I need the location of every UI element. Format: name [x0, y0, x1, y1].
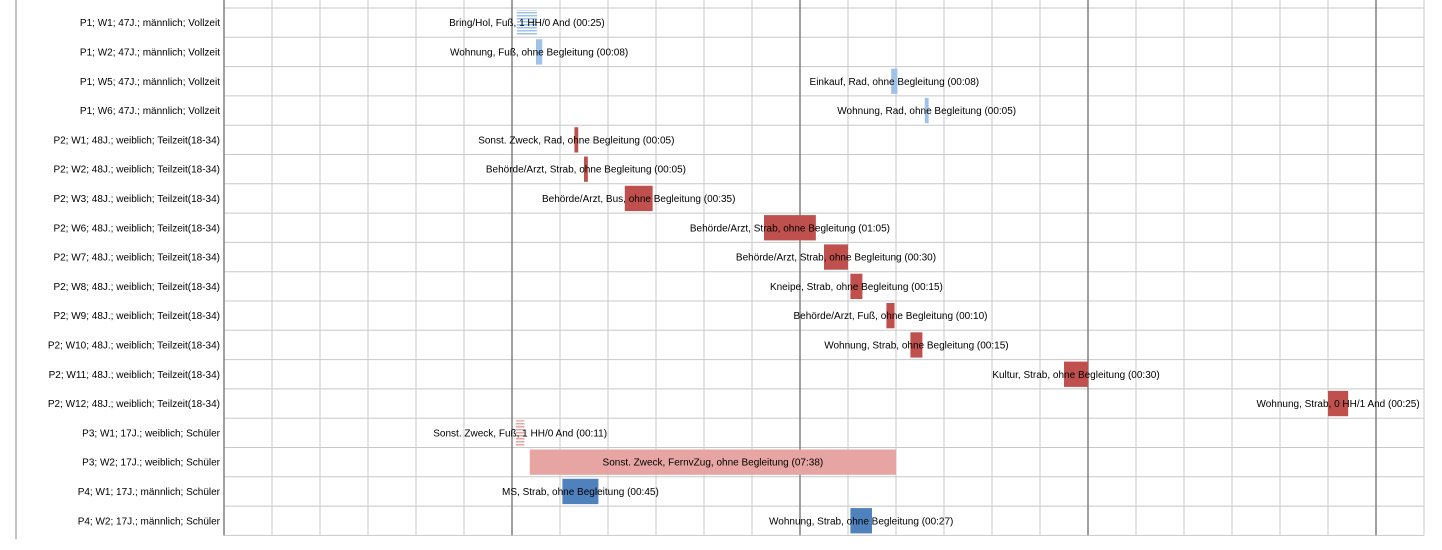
row-category-label: P2; W1; 48J.; weiblich; Teilzeit(18-34) — [53, 135, 220, 146]
trip-bar — [1328, 390, 1349, 417]
trip-bar — [891, 68, 898, 94]
trip-data-label: Wohnung, Fuß, ohne Begleitung (00:08) — [450, 47, 628, 58]
trip-data-label: Behörde/Arzt, Strab, ohne Begleitung (00… — [736, 253, 936, 264]
trip-data-label: Bring/Hol, Fuß, 1 HH/0 And (00:25) — [449, 18, 605, 29]
trip-data-label: Kneipe, Strab, ohne Begleitung (00:15) — [770, 282, 943, 293]
grid-lines — [15, 0, 1425, 540]
trip-bar — [924, 97, 929, 124]
row-labels: P1; W1; 47J.; männlich; Vollzeit P1; W2; … — [48, 18, 221, 527]
trip-bar — [1064, 361, 1088, 387]
row-category-label: P2; W7; 48J.; weiblich; Teilzeit(18-34) — [53, 253, 220, 264]
trip-bar — [624, 185, 653, 212]
row-category-label: P2; W9; 48J.; weiblich; Teilzeit(18-34) — [53, 311, 220, 322]
trip-bar — [910, 332, 923, 358]
trip-bar — [536, 39, 543, 65]
trip-data-label: Wohnung, Strab, ohne Begleitung (00:27) — [769, 516, 953, 527]
bars-layer: Bring/Hol, Fuß, 1 HH/0 And (00:25) Wohnun… — [433, 10, 1420, 534]
trip-bar — [584, 156, 588, 182]
row-category-label: P2; W11; 48J.; weiblich; Teilzeit(18-34) — [49, 370, 220, 381]
trip-data-label: Behörde/Arzt, Strab, ohne Begleitung (01… — [690, 223, 890, 234]
row-category-label: P3; W2; 17J.; weiblich; Schüler — [82, 458, 221, 469]
trip-bar — [824, 244, 848, 270]
trip-bar — [515, 420, 525, 446]
trip-data-label: Behörde/Arzt, Strab, ohne Begleitung (00… — [486, 165, 686, 176]
row-category-label: P1; W1; 47J.; männlich; Vollzeit — [80, 18, 220, 29]
row-category-label: P2; W6; 48J.; weiblich; Teilzeit(18-34) — [53, 223, 220, 234]
trip-data-label: MS, Strab, ohne Begleitung (00:45) — [502, 487, 659, 498]
row-category-label: P3; W1; 17J.; weiblich; Schüler — [82, 428, 221, 439]
row-category-label: P2; W8; 48J.; weiblich; Teilzeit(18-34) — [53, 282, 220, 293]
trip-data-label: Wohnung, Rad, ohne Begleitung (00:05) — [837, 106, 1016, 117]
trip-data-label: Wohnung, Strab, 0 HH/1 And (00:25) — [1256, 399, 1419, 410]
trip-bar — [850, 508, 872, 534]
trip-data-label: Wohnung, Strab, ohne Begleitung (00:15) — [824, 340, 1008, 351]
trip-data-label: Behörde/Arzt, Fuß, ohne Begleitung (00:1… — [793, 311, 987, 322]
trip-bar — [562, 478, 599, 505]
trip-bar — [574, 127, 579, 153]
row-category-label: P1; W2; 47J.; männlich; Vollzeit — [80, 47, 220, 58]
trip-bar — [850, 273, 863, 299]
row-category-label: P1; W6; 47J.; männlich; Vollzeit — [80, 106, 220, 117]
trip-data-label: Sonst. Zweck, Rad, ohne Begleitung (00:0… — [478, 135, 674, 146]
row-category-label: P1; W5; 47J.; männlich; Vollzeit — [80, 77, 220, 88]
trip-data-label: Einkauf, Rad, ohne Begleitung (00:08) — [810, 77, 980, 88]
row-category-label: P2; W3; 48J.; weiblich; Teilzeit(18-34) — [53, 194, 220, 205]
row-category-label: P2; W12; 48J.; weiblich; Teilzeit(18-34) — [48, 399, 220, 410]
trip-bar — [529, 449, 896, 475]
trip-data-label: Behörde/Arzt, Bus, ohne Begleitung (00:3… — [542, 194, 735, 205]
row-category-label: P2; W10; 48J.; weiblich; Teilzeit(18-34) — [48, 340, 220, 351]
trip-bar — [886, 303, 895, 329]
trip-data-label: Sonst. Zweck, Fuß, 1 HH/0 And (00:11) — [433, 428, 607, 439]
row-category-label: P2; W2; 48J.; weiblich; Teilzeit(18-34) — [53, 165, 220, 176]
trip-data-label: Sonst. Zweck, FernvZug, ohne Begleitung … — [603, 458, 824, 469]
row-category-label: P4; W1; 17J.; männlich; Schüler — [78, 487, 221, 498]
trip-bar — [516, 10, 537, 36]
trip-bar — [764, 215, 816, 241]
trip-data-label: Kultur, Strab, ohne Begleitung (00:30) — [992, 370, 1159, 381]
row-category-label: P4; W2; 17J.; männlich; Schüler — [78, 516, 221, 527]
